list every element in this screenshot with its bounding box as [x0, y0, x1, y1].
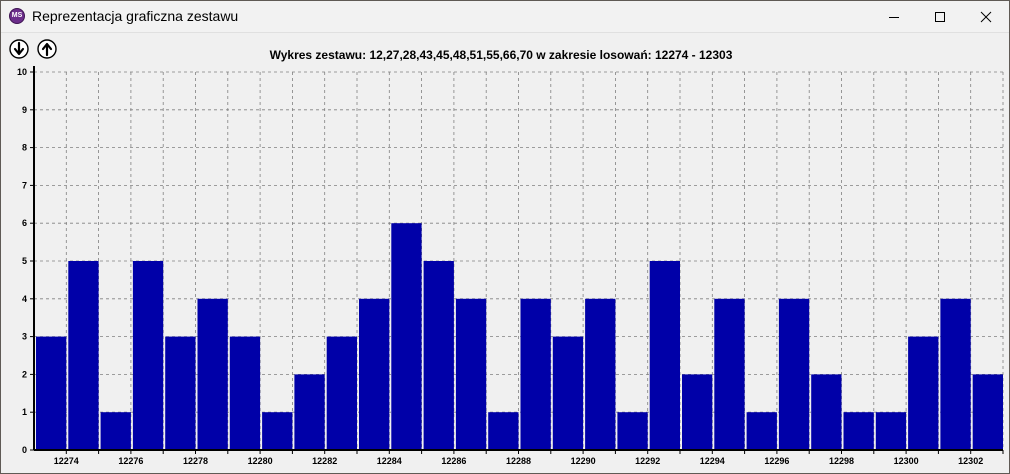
y-tick-label: 3 [22, 332, 27, 342]
bar-12286 [423, 261, 454, 450]
bar-12288 [488, 412, 519, 450]
y-tick-label: 2 [22, 369, 27, 379]
bar-12302 [940, 298, 971, 450]
bar-12284 [359, 298, 390, 450]
close-icon [980, 11, 992, 22]
x-tick-label: 12280 [248, 456, 273, 466]
x-tick-label: 12300 [894, 456, 919, 466]
x-tick-label: 12292 [635, 456, 660, 466]
y-tick-labels: 0 1 2 3 4 5 6 7 8 9 10 [17, 67, 27, 455]
y-tick-label: 1 [22, 407, 27, 417]
y-tick-label: 5 [22, 256, 27, 266]
bar-12300 [875, 412, 907, 450]
x-tick-label: 12288 [506, 456, 531, 466]
y-tick-label: 9 [22, 105, 27, 115]
bar-12292 [617, 412, 648, 450]
y-tick-label: 6 [22, 218, 27, 228]
bar-12276 [100, 412, 131, 450]
bar-12278 [165, 336, 196, 450]
x-tick-label: 12296 [764, 456, 789, 466]
minimize-icon [889, 16, 899, 18]
y-tick-label: 10 [17, 67, 27, 77]
arrow-down-circle-icon [9, 39, 29, 59]
bar-12303 [972, 374, 1003, 450]
minimize-button[interactable] [871, 1, 917, 32]
bar-12285 [391, 223, 422, 450]
y-tick-label: 4 [22, 294, 27, 304]
bar-12295 [714, 298, 745, 450]
x-tick-label: 12284 [377, 456, 402, 466]
bar-12293 [649, 261, 680, 450]
x-tick-label: 12290 [571, 456, 596, 466]
close-button[interactable] [963, 1, 1009, 32]
scroll-up-button[interactable] [37, 39, 57, 59]
arrow-up-circle-icon [37, 39, 57, 59]
x-tick-label: 12276 [118, 456, 143, 466]
title-bar[interactable]: MS Reprezentacja graficzna zestawu [1, 1, 1009, 33]
bar-12287 [455, 298, 487, 450]
bar-12294 [682, 374, 713, 450]
chart-axes [30, 66, 1004, 454]
bar-12299 [843, 412, 874, 450]
maximize-icon [935, 11, 945, 22]
x-tick-label: 12298 [829, 456, 854, 466]
bar-12297 [778, 298, 810, 450]
x-tick-label: 12278 [183, 456, 208, 466]
maximize-button[interactable] [917, 1, 963, 32]
x-tick-labels: 12274 12276 12278 12280 12282 12284 12286 12288… [54, 456, 983, 466]
bar-12275 [68, 261, 99, 450]
bar-12301 [908, 336, 939, 450]
chart-grid [34, 71, 1004, 450]
bar-12296 [746, 412, 777, 450]
bar-12280 [229, 336, 261, 450]
x-tick-label: 12282 [312, 456, 337, 466]
y-tick-label: 0 [22, 445, 27, 455]
bar-12277 [132, 261, 164, 450]
chart-bars [36, 223, 1003, 450]
y-tick-label: 7 [22, 180, 27, 190]
bar-12290 [552, 336, 584, 450]
scroll-down-button[interactable] [9, 39, 29, 59]
y-tick-label: 8 [22, 143, 27, 153]
bar-12274 [36, 336, 67, 450]
bar-chart: Wykres zestawu: 12,27,28,43,45,48,51,55,… [17, 48, 1004, 466]
bar-12298 [811, 374, 842, 450]
bar-12282 [294, 374, 325, 450]
bar-12281 [262, 412, 293, 450]
x-tick-label: 12274 [54, 456, 79, 466]
bar-12289 [520, 298, 551, 450]
x-tick-label: 12294 [700, 456, 725, 466]
window-title: Reprezentacja graficzna zestawu [32, 8, 239, 24]
x-tick-label: 12286 [441, 456, 466, 466]
bar-12291 [585, 298, 616, 450]
chart-title: Wykres zestawu: 12,27,28,43,45,48,51,55,… [270, 48, 733, 62]
app-icon: MS [9, 8, 25, 24]
x-tick-label: 12302 [958, 456, 983, 466]
bar-12283 [326, 336, 357, 450]
bar-12279 [197, 298, 228, 450]
